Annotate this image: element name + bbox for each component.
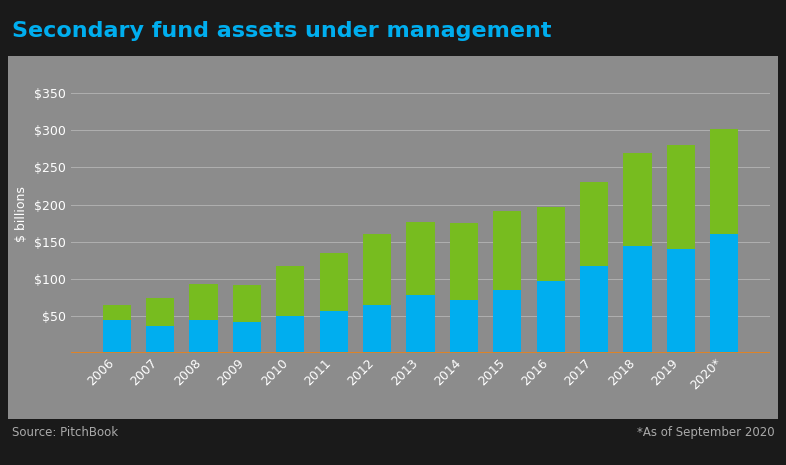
Bar [494,290,521,353]
Bar [102,305,130,320]
Bar [363,305,391,353]
Bar [363,234,391,305]
Text: Source: PitchBook: Source: PitchBook [12,426,118,439]
Bar [580,182,608,266]
Bar [623,246,652,353]
Bar [494,211,521,290]
Bar [711,234,739,353]
Bar [406,295,435,353]
Bar [276,266,304,316]
Bar [450,223,478,300]
Bar [233,322,261,353]
Bar [233,285,261,322]
Bar [320,253,347,311]
Bar [189,284,218,320]
Bar [623,153,652,246]
Bar [320,311,347,353]
Bar [189,320,218,353]
Bar [146,299,174,326]
Bar [537,207,565,281]
Y-axis label: $ billions: $ billions [16,186,28,242]
Bar [102,320,130,353]
Bar [537,281,565,353]
Text: *As of September 2020: *As of September 2020 [637,426,774,439]
Bar [276,316,304,353]
Bar [406,222,435,295]
Bar [667,249,695,353]
Bar [711,129,739,234]
Bar [450,300,478,353]
Text: Secondary fund assets under management: Secondary fund assets under management [12,21,551,41]
Bar [580,266,608,353]
Bar [146,326,174,353]
Bar [667,145,695,249]
